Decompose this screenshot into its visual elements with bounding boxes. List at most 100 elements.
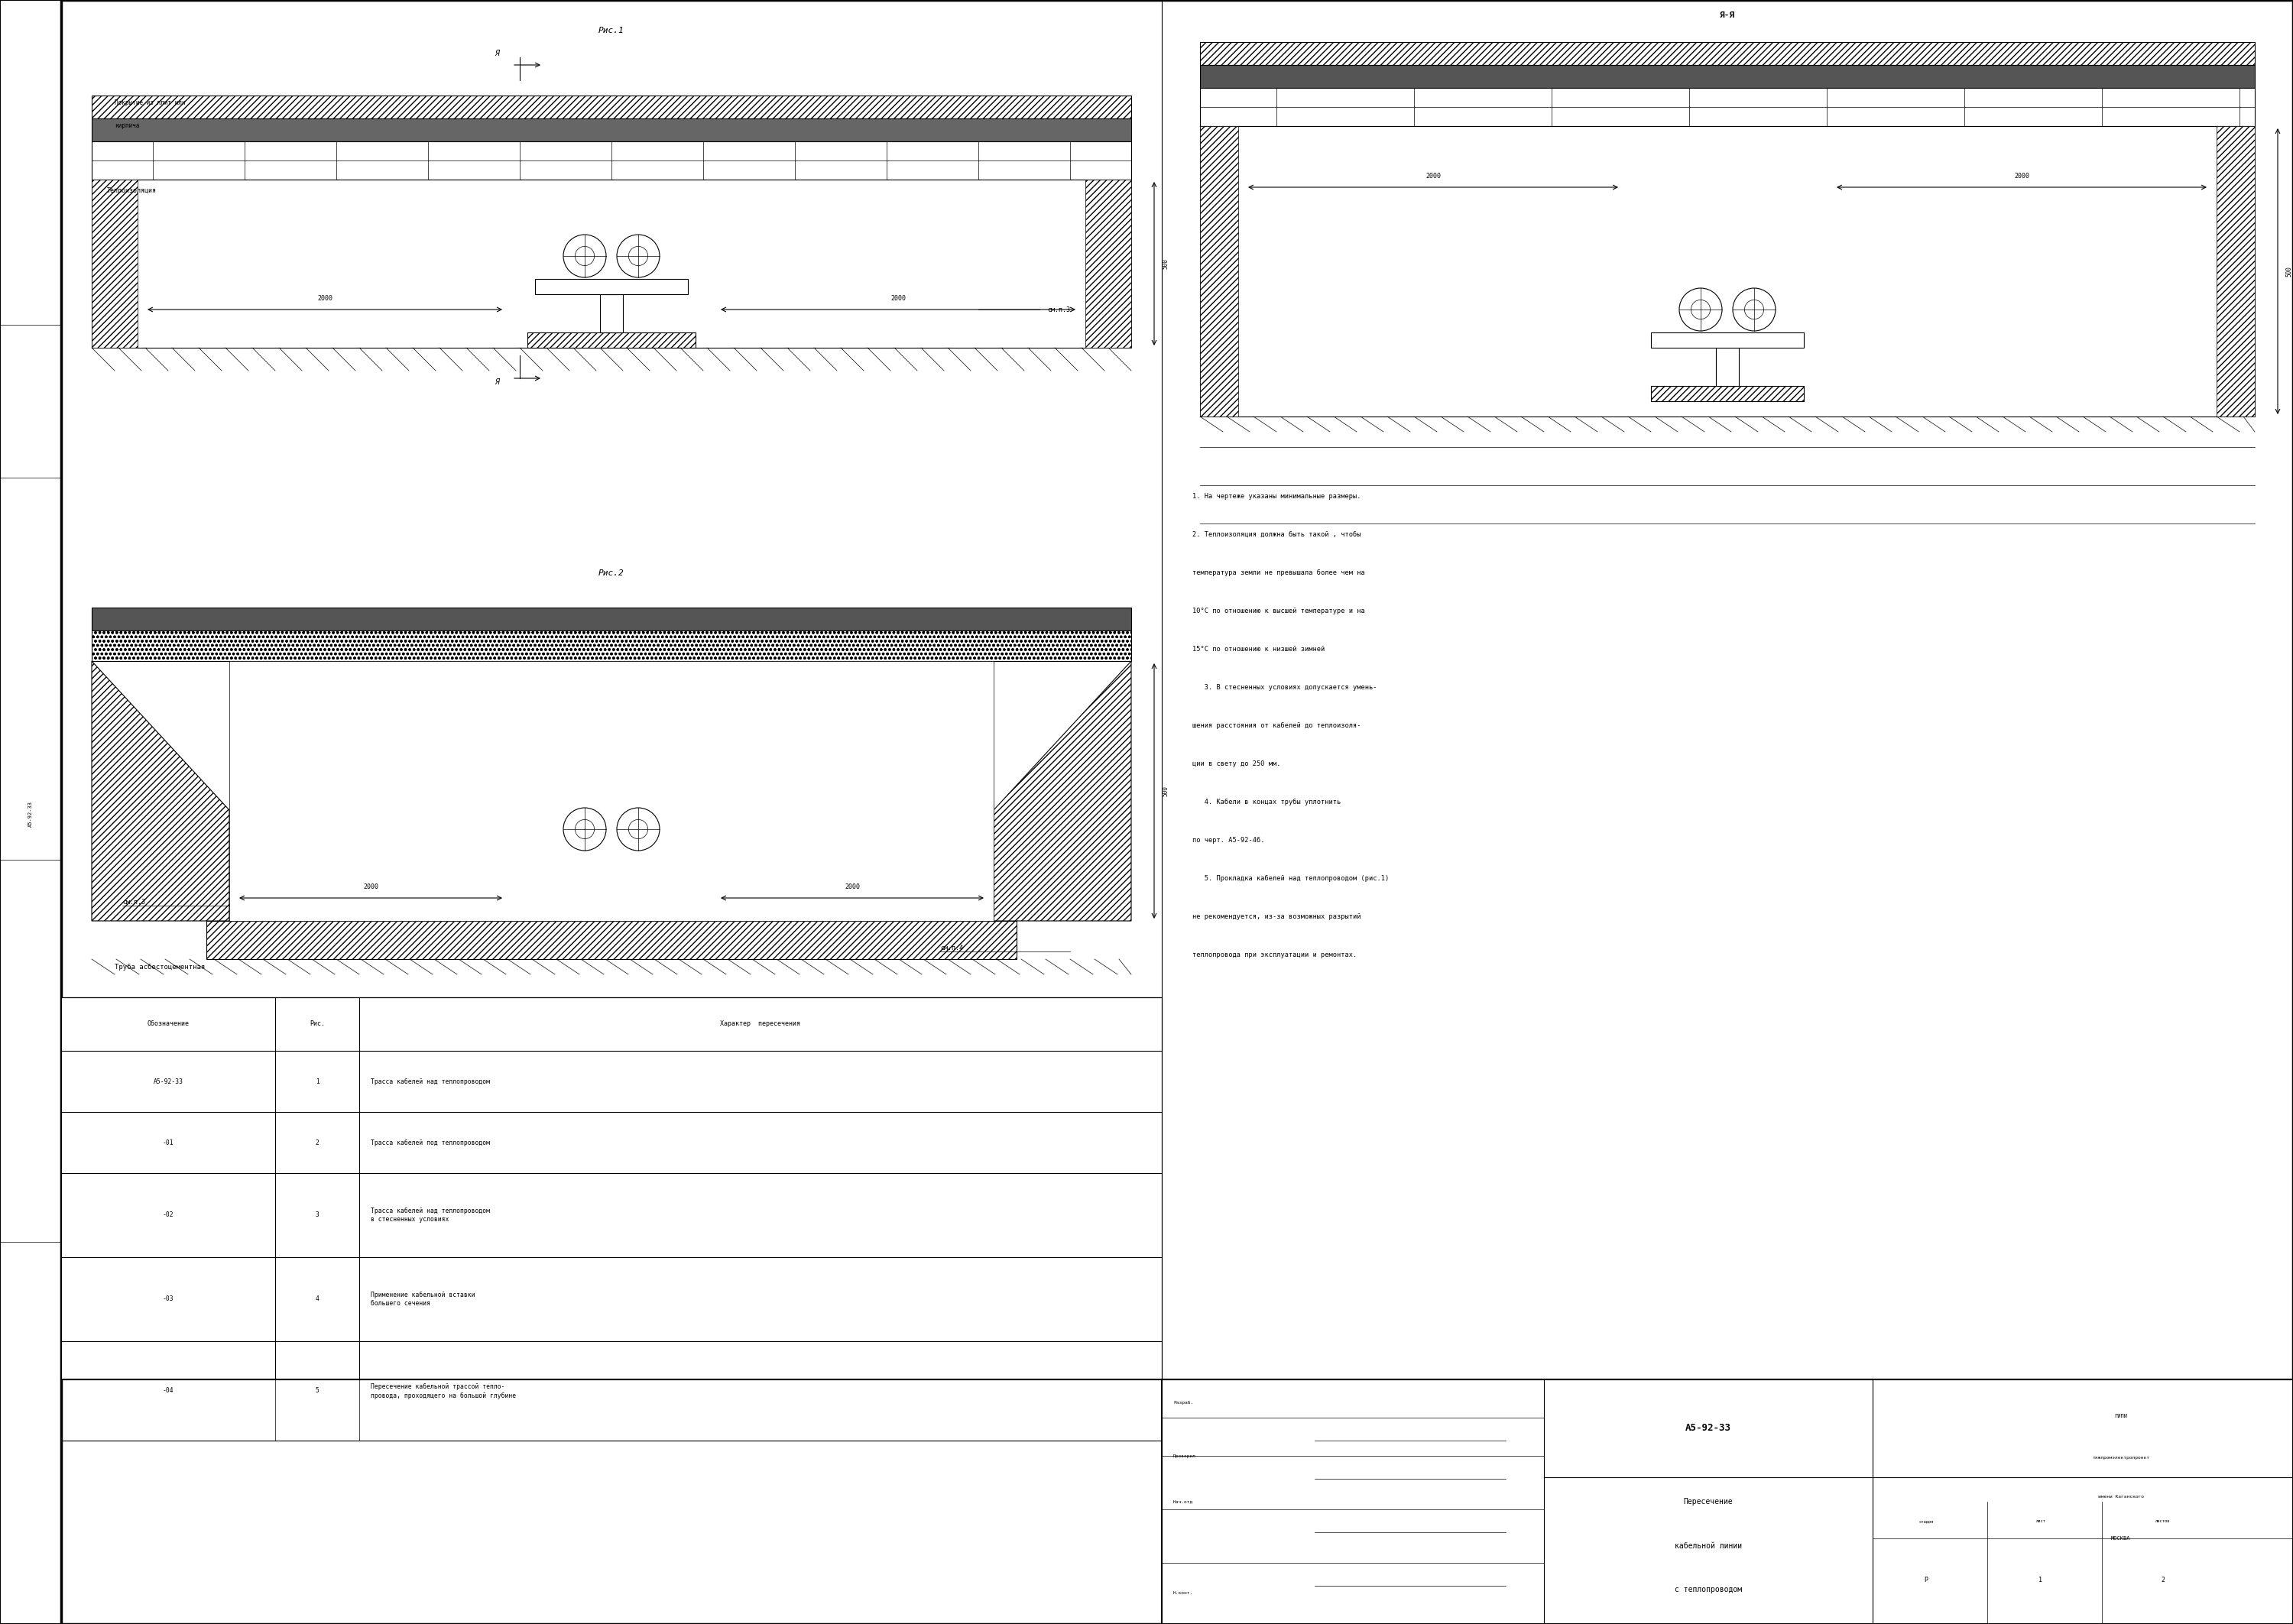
Text: Характер  пересечения: Характер пересечения (720, 1020, 800, 1028)
Circle shape (617, 807, 660, 851)
Text: А5-92-33: А5-92-33 (28, 801, 32, 827)
Bar (206, 921, 1016, 960)
Text: А5-92-33: А5-92-33 (154, 1078, 183, 1085)
Text: 1. На чертеже указаны минимальные размеры.: 1. На чертеже указаны минимальные размер… (1192, 494, 1362, 500)
Bar (1085, 180, 1130, 348)
Bar (527, 333, 695, 348)
Text: 500: 500 (1163, 786, 1169, 796)
Text: 2. Теплоизоляция должна быть такой , чтобы: 2. Теплоизоляция должна быть такой , что… (1192, 531, 1362, 538)
Bar (2217, 127, 2254, 416)
Text: теплопровода при эксплуатации и ремонтах.: теплопровода при эксплуатации и ремонтах… (1192, 952, 1357, 958)
Text: Покрытие из плит или: Покрытие из плит или (115, 99, 186, 106)
Bar (1199, 127, 2254, 416)
Text: Я-Я: Я-Я (1720, 11, 1736, 19)
Text: см.п.3: см.п.3 (1048, 305, 1071, 313)
Text: 2000: 2000 (890, 296, 906, 302)
Bar (527, 906, 695, 921)
Text: Рис.1: Рис.1 (598, 26, 624, 34)
Circle shape (1734, 287, 1775, 331)
Text: Рис.: Рис. (310, 1020, 326, 1028)
Bar (1651, 333, 1805, 348)
Circle shape (576, 247, 594, 266)
Bar (1199, 42, 2254, 65)
Text: ции в свету до 250 мм.: ции в свету до 250 мм. (1192, 760, 1279, 767)
Bar (534, 853, 688, 867)
Text: -03: -03 (163, 1296, 174, 1302)
Text: 2000: 2000 (1426, 172, 1440, 180)
Circle shape (576, 820, 594, 840)
Text: 5. Прокладка кабелей над теплопроводом (рис.1): 5. Прокладка кабелей над теплопроводом (… (1192, 875, 1390, 882)
Text: 2000: 2000 (316, 296, 332, 302)
Text: Применение кабельной вставки
большего сечения: Применение кабельной вставки большего се… (371, 1291, 475, 1307)
Circle shape (628, 820, 649, 840)
Bar (1651, 387, 1805, 401)
Text: 3: 3 (316, 1212, 319, 1218)
Circle shape (628, 247, 649, 266)
Text: ГИПИ: ГИПИ (2114, 1415, 2128, 1418)
Text: Пересечение кабельной трассой тепло-
провода, проходящего на большой глубине: Пересечение кабельной трассой тепло- про… (371, 1384, 516, 1398)
Bar (601, 867, 624, 906)
Bar (92, 630, 1130, 661)
Text: Нач.отд: Нач.отд (1174, 1501, 1192, 1504)
Text: Трасса кабелей над теплопроводом: Трасса кабелей над теплопроводом (371, 1078, 491, 1085)
Bar (92, 607, 1130, 630)
Circle shape (1678, 287, 1722, 331)
Text: Пересечение: Пересечение (1683, 1497, 1734, 1505)
Text: 10°С по отношению к высшей температуре и на: 10°С по отношению к высшей температуре и… (1192, 607, 1364, 614)
Text: Трасса кабелей под теплопроводом: Трасса кабелей под теплопроводом (371, 1138, 491, 1147)
Text: Я: Я (495, 50, 500, 57)
Text: Разраб.: Разраб. (1174, 1400, 1192, 1405)
Polygon shape (92, 661, 229, 921)
Text: 1: 1 (316, 1078, 319, 1085)
Circle shape (617, 234, 660, 278)
Circle shape (564, 234, 605, 278)
Text: с теплопроводом: с теплопроводом (1674, 1587, 1743, 1593)
Text: листов: листов (2155, 1520, 2171, 1523)
Bar (1715, 348, 1738, 387)
Text: шения расстояния от кабелей до теплоизоля-: шения расстояния от кабелей до теплоизол… (1192, 723, 1362, 729)
Bar (0, 0, 62, 1624)
Bar (62, 997, 1163, 1379)
Text: температура земли не превышала более чем на: температура земли не превышала более чем… (1192, 570, 1364, 577)
Text: -02: -02 (163, 1212, 174, 1218)
Text: Обозначение: Обозначение (147, 1020, 188, 1028)
Bar (1199, 88, 2254, 127)
Text: 2000: 2000 (362, 883, 378, 890)
Text: по черт. А5-92-46.: по черт. А5-92-46. (1192, 836, 1266, 844)
Bar (1199, 127, 1238, 416)
Bar (92, 96, 1130, 119)
Text: 4: 4 (316, 1296, 319, 1302)
Text: 15°С по отношению к низшей зимней: 15°С по отношению к низшей зимней (1192, 646, 1325, 653)
Text: тяжпромэлектропроект: тяжпромэлектропроект (2091, 1455, 2151, 1460)
Bar (601, 294, 624, 333)
Text: -01: -01 (163, 1138, 174, 1147)
Text: Н.конт.: Н.конт. (1174, 1592, 1192, 1595)
Bar (92, 180, 1130, 348)
Text: 2: 2 (2160, 1577, 2165, 1583)
Text: стадия: стадия (1919, 1520, 1933, 1523)
Bar (92, 119, 1130, 141)
Text: имени Каганского: имени Каганского (2098, 1496, 2144, 1499)
Bar (92, 141, 1130, 180)
Text: лист: лист (2036, 1520, 2045, 1523)
Text: Р: Р (1924, 1577, 1928, 1583)
Text: 3. В стесненных условиях допускается умень-: 3. В стесненных условиях допускается уме… (1192, 684, 1376, 690)
Text: см.п.4: см.п.4 (940, 945, 963, 952)
Text: 500: 500 (1163, 258, 1169, 270)
Bar (1199, 65, 2254, 88)
Bar (229, 661, 993, 921)
Text: 4. Кабели в концах трубы уплотнить: 4. Кабели в концах трубы уплотнить (1192, 799, 1341, 806)
Text: 2: 2 (316, 1138, 319, 1147)
Text: см.п.3: см.п.3 (122, 898, 144, 906)
Text: МОСКВА: МОСКВА (2112, 1536, 2130, 1541)
Circle shape (1745, 300, 1763, 320)
Text: Теплоизоляция: Теплоизоляция (108, 187, 156, 195)
Text: 2000: 2000 (2013, 172, 2029, 180)
Circle shape (564, 807, 605, 851)
Text: Рис.2: Рис.2 (598, 570, 624, 577)
Bar (62, 997, 1163, 1051)
Bar (534, 279, 688, 294)
Text: кирпича: кирпича (115, 122, 140, 130)
Text: -04: -04 (163, 1387, 174, 1395)
Text: не рекомендуется, из-за возможных разрытий: не рекомендуется, из-за возможных разрыт… (1192, 913, 1362, 921)
